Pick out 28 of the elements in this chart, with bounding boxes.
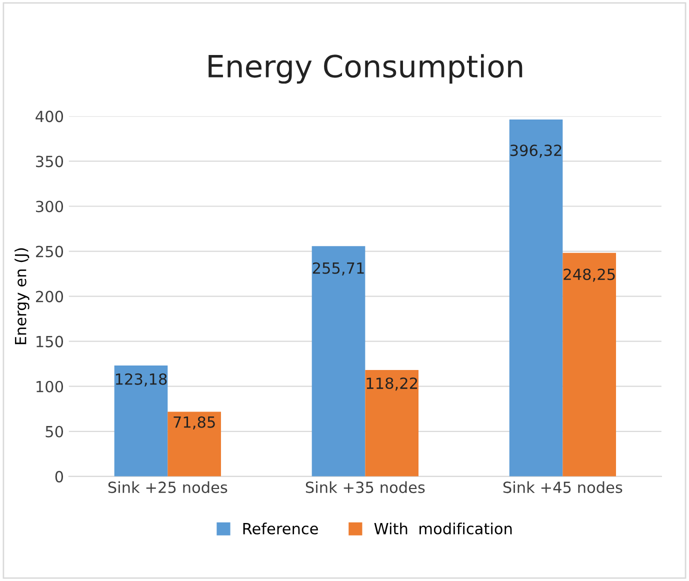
bar: [509, 120, 563, 476]
y-tick-label: 200: [36, 290, 64, 302]
y-tick-label: 100: [36, 380, 64, 392]
y-tick-label: 50: [46, 426, 64, 438]
y-tick-label: 0: [55, 470, 64, 482]
legend-label: Reference: [243, 522, 318, 534]
x-tick-label: Sink +45 nodes: [503, 481, 622, 494]
data-label: 123,18: [116, 373, 167, 386]
chart-title: Energy Consumption: [208, 54, 522, 84]
y-tick-label: 400: [36, 110, 64, 122]
bar: [168, 412, 221, 476]
data-label: 396,32: [510, 144, 562, 158]
x-tick-label: Sink +35 nodes: [306, 481, 425, 494]
data-label: 248,25: [564, 268, 615, 282]
y-tick-label: 250: [36, 246, 64, 258]
legend-label: With modification: [374, 522, 512, 534]
y-tick-label: 150: [36, 336, 64, 348]
data-label: 255,71: [312, 262, 364, 276]
x-tick-label: Sink +25 nodes: [108, 481, 228, 494]
y-tick-label: 300: [36, 200, 64, 212]
bar: [365, 370, 418, 476]
bar: [312, 246, 366, 476]
y-axis-title: Energy en (J): [14, 248, 30, 344]
data-label: 71,85: [174, 416, 215, 430]
data-label: 118,22: [366, 377, 418, 391]
y-tick-label: 350: [36, 156, 64, 168]
bar: [562, 252, 616, 476]
bar: [114, 365, 168, 476]
